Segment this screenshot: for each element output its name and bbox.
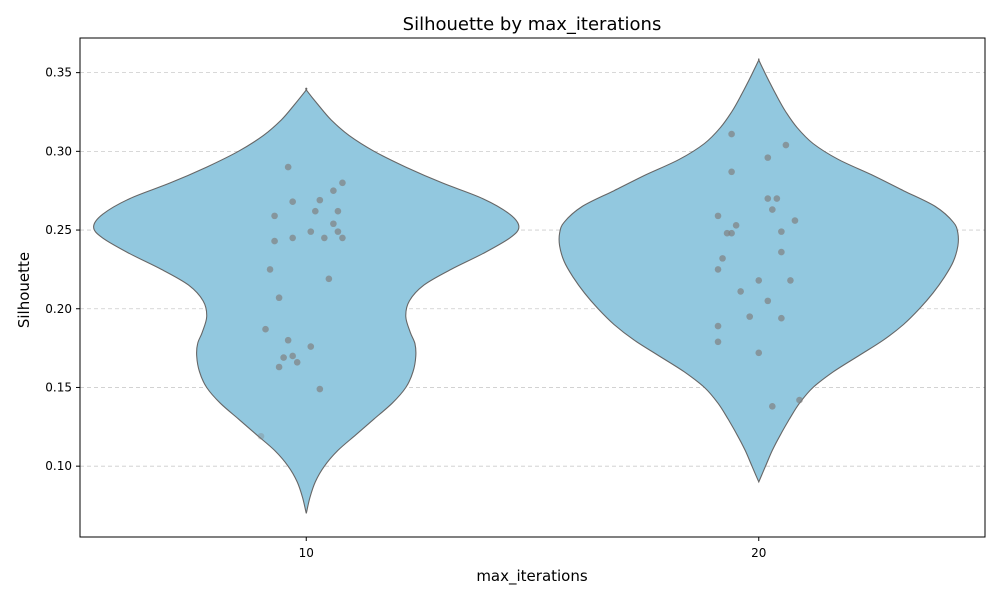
data-point bbox=[339, 179, 346, 187]
y-axis-ticks: 0.10 0.15 0.20 0.25 0.30 0.35 bbox=[45, 66, 80, 473]
data-point bbox=[293, 358, 301, 366]
data-point bbox=[307, 343, 315, 350]
data-point bbox=[284, 163, 292, 171]
data-point bbox=[796, 396, 803, 404]
data-point bbox=[755, 349, 763, 357]
data-point bbox=[330, 187, 337, 194]
chart-title: Silhouette by max_iterations bbox=[403, 14, 662, 35]
data-point bbox=[732, 222, 740, 229]
data-point bbox=[791, 217, 799, 224]
data-points bbox=[257, 130, 803, 440]
y-tick-label: 0.30 bbox=[45, 144, 72, 158]
data-point bbox=[714, 338, 722, 346]
data-point bbox=[289, 352, 296, 360]
y-tick-label: 0.20 bbox=[45, 302, 72, 316]
data-point bbox=[266, 266, 274, 273]
data-point bbox=[284, 336, 292, 344]
data-point bbox=[334, 228, 342, 235]
data-point bbox=[316, 196, 324, 204]
data-point bbox=[787, 277, 794, 284]
data-point bbox=[746, 313, 753, 320]
data-point bbox=[723, 229, 731, 237]
data-point bbox=[330, 220, 337, 228]
data-point bbox=[764, 195, 772, 202]
violin-10 bbox=[93, 87, 520, 514]
data-point bbox=[325, 275, 333, 283]
data-point bbox=[316, 385, 324, 393]
data-point bbox=[769, 403, 776, 410]
data-point bbox=[755, 277, 763, 284]
data-point bbox=[312, 207, 319, 215]
y-tick-label: 0.10 bbox=[45, 459, 72, 473]
data-point bbox=[307, 228, 315, 235]
data-point bbox=[728, 168, 735, 176]
x-axis-label: max_iterations bbox=[476, 567, 588, 586]
x-axis-ticks: 10 20 bbox=[299, 537, 766, 560]
data-point bbox=[728, 229, 735, 237]
data-point bbox=[262, 325, 269, 333]
data-point bbox=[769, 206, 776, 213]
data-point bbox=[271, 237, 278, 245]
data-point bbox=[714, 266, 722, 273]
data-point bbox=[764, 297, 772, 305]
plot-area-frame bbox=[79, 37, 986, 538]
data-point bbox=[778, 314, 785, 322]
data-point bbox=[339, 234, 346, 242]
data-point bbox=[280, 354, 287, 361]
data-point bbox=[778, 248, 785, 256]
x-tick-label: 20 bbox=[751, 546, 766, 560]
data-point bbox=[773, 195, 781, 202]
data-point bbox=[778, 228, 785, 235]
data-point bbox=[714, 322, 722, 330]
y-tick-label: 0.25 bbox=[45, 223, 72, 237]
violin-bodies bbox=[93, 58, 959, 514]
data-point bbox=[257, 432, 265, 440]
data-point bbox=[719, 255, 726, 262]
data-point bbox=[289, 234, 296, 242]
data-point bbox=[764, 154, 772, 161]
y-tick-label: 0.35 bbox=[45, 66, 72, 80]
data-point bbox=[714, 212, 722, 220]
data-point bbox=[321, 234, 328, 242]
violin-20 bbox=[558, 58, 959, 484]
data-point bbox=[737, 288, 744, 295]
data-point bbox=[289, 198, 296, 206]
data-point bbox=[334, 207, 342, 215]
x-tick-label: 10 bbox=[299, 546, 314, 560]
data-point bbox=[728, 130, 735, 138]
y-tick-label: 0.15 bbox=[45, 380, 72, 394]
y-axis-label: Silhouette bbox=[15, 252, 33, 328]
data-point bbox=[271, 212, 278, 220]
data-point bbox=[275, 363, 283, 371]
data-point bbox=[275, 294, 283, 302]
data-point bbox=[782, 141, 790, 149]
